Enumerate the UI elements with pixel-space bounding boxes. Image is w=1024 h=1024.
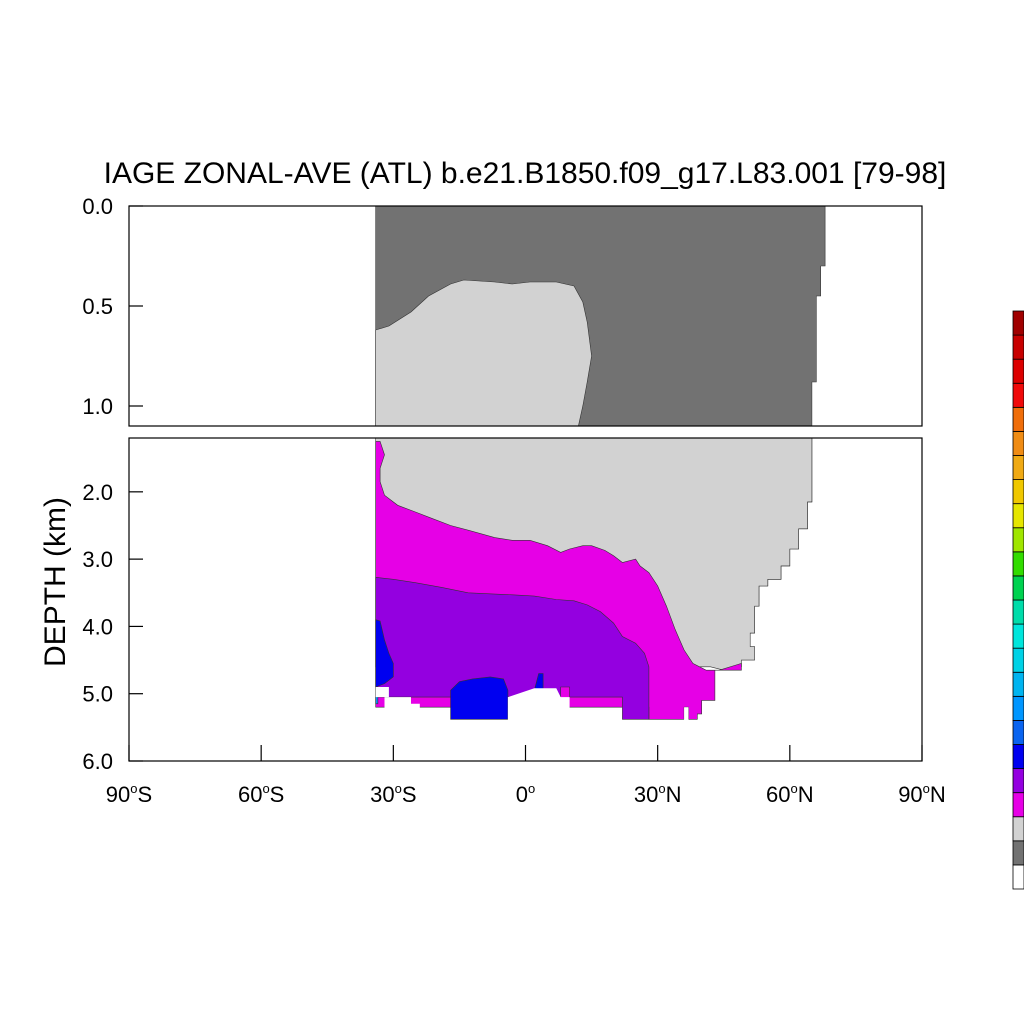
region-lightgray-upper [375,279,592,426]
lower-panel: 2.0 3.0 4.0 5.0 6.0 [82,437,923,774]
x-tick-label-30°N: 30oN [634,781,682,807]
y-tick-label-3.0: 3.0 [82,547,113,572]
colorbar-swatch [1012,527,1024,553]
colorbar [1012,310,1024,890]
upper-panel: 0.0 0.5 1.0 [82,194,923,427]
lower-fill-regions [375,438,813,722]
colorbar-swatch [1012,310,1024,336]
colorbar-swatch [1012,479,1024,505]
mask-bottom-gap-2 [384,697,420,722]
colorbar-swatch [1012,840,1024,866]
colorbar-swatch [1012,575,1024,601]
colorbar-swatch [1012,768,1024,794]
mask-bottom-gap-3 [507,688,570,722]
x-tick-label-60°S: 60oS [238,781,284,807]
x-axis-ticks: 90oS 60oS 30oS 0o 30oN 60oN 90oN [106,745,946,807]
colorbar-swatch [1012,358,1024,384]
colorbar-swatch [1012,647,1024,673]
y-tick-label-5.0: 5.0 [82,682,113,707]
x-tick-label-60°N: 60oN [766,781,814,807]
x-tick-label-90°N: 90oN [898,781,946,807]
colorbar-swatch [1012,455,1024,480]
region-blue-lower-2 [450,676,509,720]
y-tick-label-6.0: 6.0 [82,749,113,774]
mask-bottom-gap-4 [684,707,689,722]
y-tick-label-0.5: 0.5 [82,294,113,319]
y-tick-label-2.0: 2.0 [82,480,113,505]
colorbar-swatch [1012,623,1024,649]
colorbar-swatch [1012,599,1024,625]
colorbar-swatch [1012,744,1024,769]
colorbar-swatch [1012,382,1024,408]
y-axis-label: DEPTH (km) [39,497,72,667]
mask-bottom-gap-1 [375,687,389,698]
x-tick-label-0°: 0o [516,781,535,807]
colorbar-swatch [1012,551,1024,577]
region-blue-lower [375,619,394,688]
colorbar-swatch [1012,695,1024,721]
colorbar-swatch [1012,720,1024,745]
colorbar-swatch [1012,792,1024,818]
colorbar-swatch [1012,334,1024,360]
y-tick-label-0.0: 0.0 [82,194,113,219]
upper-panel-frame [128,205,923,427]
colorbar-swatch [1012,864,1024,890]
colorbar-swatch [1012,503,1024,529]
x-tick-label-30°S: 30oS [370,781,416,807]
colorbar-swatch [1012,406,1024,432]
y-tick-label-4.0: 4.0 [82,614,113,639]
colorbar-swatch [1012,671,1024,697]
chart-title: IAGE ZONAL-AVE (ATL) b.e21.B1850.f09_g17… [104,157,947,190]
colorbar-swatch [1012,431,1024,456]
upper-fill-regions [375,206,826,426]
y-tick-label-1.0: 1.0 [82,394,113,419]
x-tick-label-90°S: 90oS [106,781,152,807]
region-purple-lower [375,576,650,720]
colorbar-swatch [1012,816,1024,842]
